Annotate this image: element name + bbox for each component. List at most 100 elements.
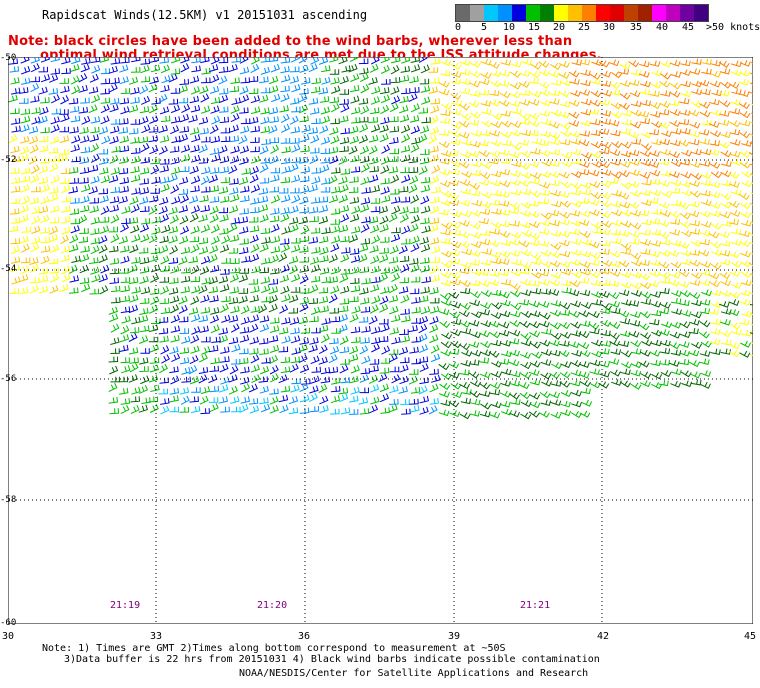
wind-barb [509,290,521,298]
wind-barb [710,289,722,297]
wind-barb [369,358,380,365]
wind-barb [469,70,481,78]
wind-barb [48,147,59,154]
wind-barb [250,146,260,153]
wind-barb [538,181,550,189]
wind-barb [60,113,70,123]
wind-barb [339,364,349,374]
wind-barb [270,235,281,244]
wind-barb [730,260,742,268]
wind-barb [590,90,602,98]
wind-barb [689,292,701,300]
wind-barb [630,69,642,77]
wind-barb [429,324,439,334]
wind-barb [749,332,753,335]
wind-barb [658,201,670,209]
wind-barb [508,359,520,367]
wind-barb [410,64,421,73]
wind-barb [289,205,299,214]
wind-barb [629,230,641,238]
wind-barb [330,102,340,113]
wind-barb [628,169,640,177]
wind-barb [10,217,21,224]
wind-barb [171,196,181,205]
wind-barb [599,370,610,378]
wind-barb [139,106,150,114]
wind-barb [71,156,81,163]
wind-barb [248,88,259,94]
wind-barb [619,160,631,168]
wind-barb [120,88,131,94]
wind-barb [419,125,430,134]
wind-barb [399,213,409,223]
wind-barb [270,207,280,215]
wind-barb [369,304,379,314]
wind-barb [528,300,540,308]
wind-barb [270,267,280,275]
wind-barb [280,113,290,124]
wind-barb [270,167,280,174]
wind-barb [689,161,701,168]
wind-barb [299,274,309,284]
wind-barb [640,371,652,379]
wind-barb [368,374,379,384]
wind-barb [399,95,409,104]
wind-barb [10,264,20,273]
wind-barb [168,173,178,183]
wind-barb [408,156,419,164]
wind-barb [310,227,321,234]
wind-barb [379,318,389,325]
wind-barb [270,144,280,154]
wind-barb [391,272,400,283]
wind-barb [230,217,240,225]
wind-barb [740,119,751,127]
wind-barb [170,184,180,194]
wind-barb [519,268,530,275]
wind-barb [238,274,249,283]
wind-barb [379,367,390,374]
wind-barb [308,236,319,244]
wind-barb [230,258,240,264]
wind-barb [9,208,20,215]
wind-barb [618,68,630,75]
wind-barb [301,77,311,85]
wind-barb [741,219,752,227]
wind-barb [630,382,642,390]
wind-barb [728,218,739,226]
wind-barb [449,168,461,176]
wind-barb [639,118,651,125]
wind-barb [399,277,409,284]
wind-barb [549,160,560,167]
wind-barb [618,340,630,347]
wind-barb [269,254,279,264]
wind-barb [479,371,491,379]
wind-barb [61,265,71,275]
wind-barb [530,148,541,155]
wind-barb [669,271,681,279]
wind-barb [699,358,710,366]
wind-barb [159,196,169,205]
wind-barb [280,194,291,203]
wind-barb [580,69,591,77]
wind-barb [51,108,62,115]
wind-barb [739,211,751,219]
color-scale-tick-label: 10 [503,22,516,33]
wind-barb [650,359,661,367]
wind-barb [349,345,359,355]
wind-barb [60,95,70,105]
wind-barb [720,192,732,201]
wind-barb [459,241,471,249]
wind-barb [508,151,520,159]
wind-barb [729,128,740,136]
wind-barb [308,63,318,73]
wind-barb [599,99,610,106]
wind-barb [369,365,379,373]
wind-barb [59,284,69,292]
wind-barb [249,234,259,244]
wind-barb [130,119,141,125]
wind-barb [671,290,682,298]
wind-barb [441,332,453,340]
wind-barb [658,379,669,387]
wind-barb [671,200,682,207]
longitude-label: 45 [744,631,757,642]
